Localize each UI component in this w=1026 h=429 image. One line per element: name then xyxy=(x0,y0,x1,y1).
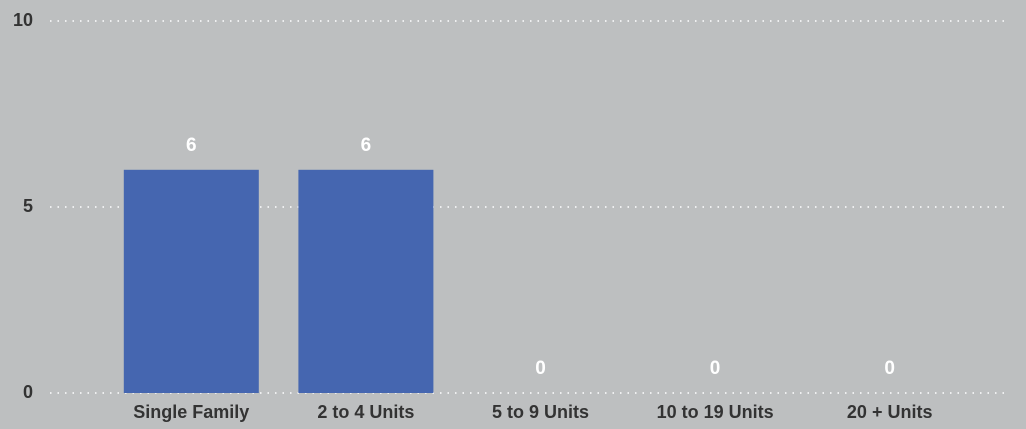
data-label: 0 xyxy=(884,358,895,379)
x-tick-label: 2 to 4 Units xyxy=(317,402,414,422)
data-label: 6 xyxy=(361,135,372,156)
x-tick-label: Single Family xyxy=(133,402,249,422)
bar xyxy=(123,169,259,393)
bar xyxy=(298,169,434,393)
x-tick-label: 20 + Units xyxy=(847,402,933,422)
data-label: 0 xyxy=(710,358,721,379)
data-label: 0 xyxy=(535,358,546,379)
x-tick-label: 5 to 9 Units xyxy=(492,402,589,422)
y-tick-label: 10 xyxy=(13,10,33,30)
data-label: 6 xyxy=(186,135,197,156)
y-tick-label: 0 xyxy=(23,382,33,402)
y-tick-label: 5 xyxy=(23,196,33,216)
x-tick-label: 10 to 19 Units xyxy=(657,402,774,422)
